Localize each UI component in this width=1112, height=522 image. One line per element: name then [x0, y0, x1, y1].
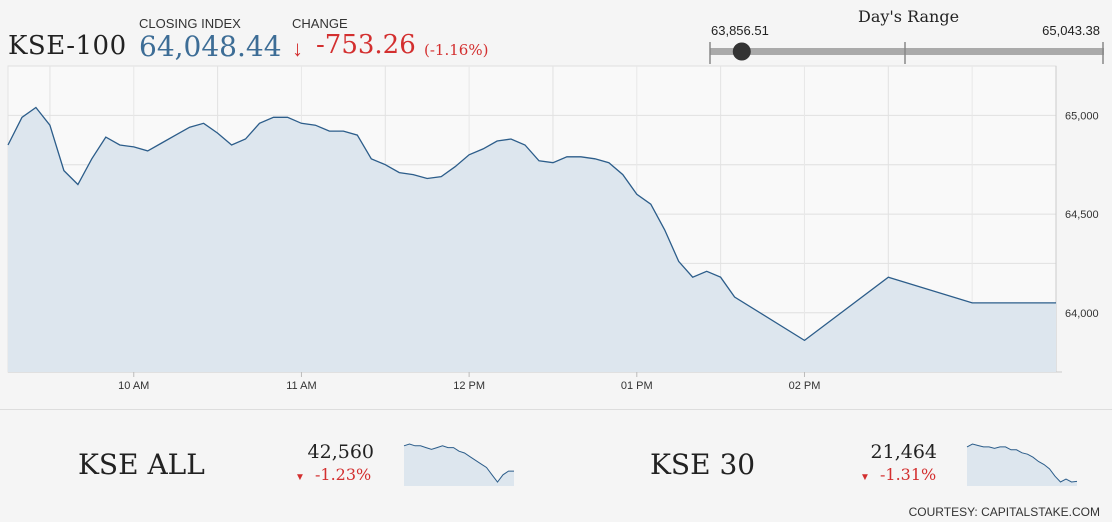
y-tick-label: 64,500	[1065, 209, 1099, 221]
x-tick-label: 02 PM	[789, 380, 821, 392]
down-arrow-icon: ↓	[292, 36, 303, 61]
sparkline-line	[403, 443, 514, 483]
change-value: -753.26	[316, 30, 416, 60]
index-pct-kse-30: -1.31%	[880, 465, 937, 484]
ticker-symbol: KSE-100	[8, 31, 127, 61]
range-current-marker	[732, 42, 751, 61]
x-tick-label: 11 AM	[286, 380, 316, 392]
x-tick-label: 10 AM	[118, 380, 149, 392]
divider	[0, 409, 1112, 410]
sparkline-line	[966, 443, 1078, 483]
days-range-title: Day's Range	[858, 7, 960, 26]
courtesy-credit: COURTESY: CAPITALSTAKE.COM	[908, 505, 1100, 519]
days-range-high: 65,043.38	[1042, 23, 1100, 38]
index-value-kse-30: 21,464	[870, 441, 937, 463]
change-label: CHANGE	[292, 16, 348, 31]
y-tick-label: 65,000	[1065, 110, 1099, 122]
index-name-kse-all: KSE ALL	[78, 448, 205, 481]
closing-index-value: 64,048.44	[139, 30, 282, 63]
down-triangle-icon: ▼	[295, 472, 305, 483]
x-tick-label: 12 PM	[453, 380, 485, 392]
sparkline-area	[404, 444, 514, 486]
days-range-low: 63,856.51	[711, 23, 769, 38]
change-percent: (-1.16%)	[424, 41, 489, 59]
sparkline-kse-all	[403, 443, 514, 486]
price-line	[7, 106, 1056, 342]
price-area	[8, 107, 1056, 372]
range-track	[710, 48, 1104, 55]
kse100-intraday-chart: 10 AM 11 AM 12 PM 01 PM 02 PM 64,000 64,500 65,…	[7, 65, 1099, 392]
sparkline-area	[967, 444, 1077, 486]
index-name-kse-30: KSE 30	[650, 448, 756, 481]
closing-index-label: CLOSING INDEX	[139, 16, 241, 31]
x-tick-label: 01 PM	[621, 380, 653, 392]
y-tick-label: 64,000	[1065, 308, 1099, 320]
days-range-bar	[709, 42, 1104, 64]
down-triangle-icon: ▼	[860, 472, 870, 483]
sparkline-kse-30	[966, 443, 1078, 486]
index-value-kse-all: 42,560	[307, 441, 374, 463]
index-pct-kse-all: -1.23%	[315, 465, 372, 484]
